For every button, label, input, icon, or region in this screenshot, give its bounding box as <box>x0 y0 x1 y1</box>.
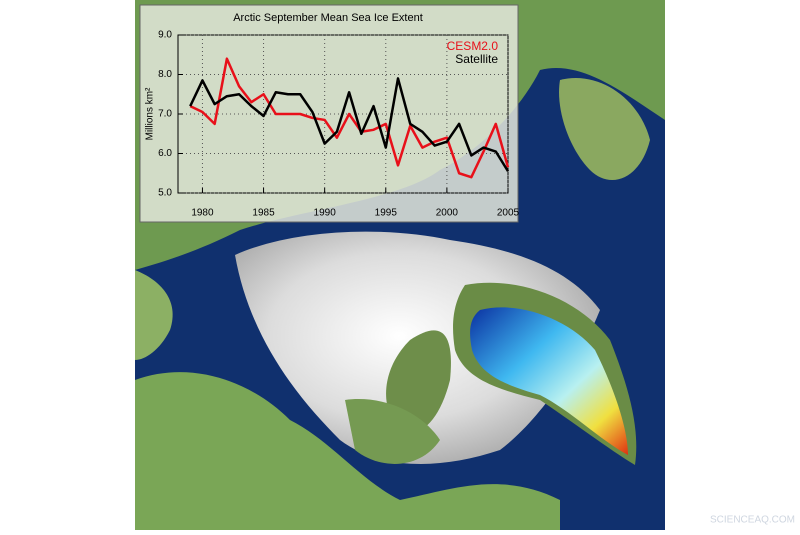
legend-entry: Satellite <box>455 52 498 66</box>
series-line <box>189 77 510 172</box>
x-tick-label: 1990 <box>314 208 337 219</box>
x-tick-label: 2005 <box>497 208 520 219</box>
x-tick-label: 1995 <box>375 208 398 219</box>
watermark: SCIENCEAQ.COM <box>710 515 795 526</box>
x-tick-label: 2000 <box>436 208 459 219</box>
y-tick-label: 9.0 <box>158 30 172 41</box>
y-tick-label: 5.0 <box>158 188 172 199</box>
series-line <box>189 57 510 179</box>
y-tick-label: 7.0 <box>158 109 172 120</box>
y-axis-label: Millions km² <box>145 87 156 140</box>
y-tick-label: 8.0 <box>158 69 172 80</box>
legend-entry: CESM2.0 <box>447 39 499 53</box>
x-tick-label: 1980 <box>191 208 214 219</box>
x-tick-label: 1985 <box>252 208 275 219</box>
inset-panel <box>139 4 519 223</box>
y-tick-label: 6.0 <box>158 148 172 159</box>
chart-title: Arctic September Mean Sea Ice Extent <box>233 12 423 24</box>
